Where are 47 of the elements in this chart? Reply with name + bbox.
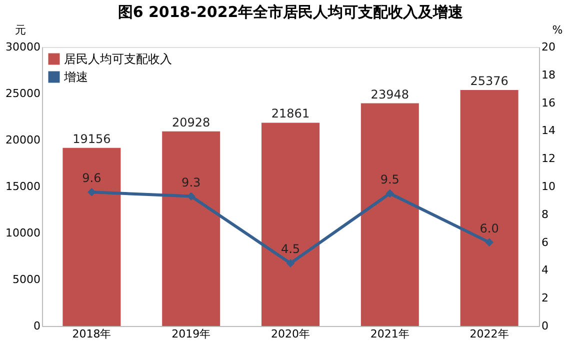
- y2-tick-label: 4: [542, 264, 548, 277]
- data-label: 19156: [72, 132, 111, 146]
- y-tick-label: 5000: [12, 273, 40, 286]
- y2-tick-label: 8: [542, 208, 548, 221]
- x-tick-label: 2021年: [370, 328, 410, 340]
- bar: [262, 122, 320, 326]
- data-label: 9.3: [182, 175, 201, 190]
- data-label: 23948: [370, 87, 409, 102]
- point: [386, 189, 394, 198]
- y2-tick-label: 18: [542, 68, 556, 82]
- point: [286, 259, 295, 268]
- y2-tick-label: 14: [542, 124, 556, 138]
- x-tick-label: 2018年: [72, 328, 112, 340]
- chart-title: 图6 2018-2022年全市居民人均可支配收入及增速: [118, 3, 464, 21]
- bar: [460, 90, 518, 326]
- point: [485, 238, 494, 246]
- data-label: 21861: [271, 106, 310, 121]
- data-label: 9.6: [82, 171, 102, 186]
- y2-tick-label: 16: [542, 96, 556, 110]
- y2-axis-title: %: [552, 24, 563, 36]
- y2-tick-label: 2: [542, 292, 548, 305]
- x-tick-label: 2022年: [470, 328, 509, 340]
- x-tick-label: 2019年: [172, 328, 211, 340]
- y-tick-label: 25000: [6, 87, 40, 100]
- y2-tick-label: 10: [542, 180, 556, 193]
- y-tick-label: 0: [34, 320, 40, 332]
- y2-tick-label: 0: [542, 320, 548, 332]
- x-tick-label: 2020年: [271, 328, 310, 340]
- data-label: 4.5: [280, 242, 300, 256]
- bar: [62, 148, 121, 326]
- y-tick-label: 20000: [6, 134, 40, 146]
- data-label: 20928: [172, 115, 210, 130]
- data-label: 25376: [470, 74, 508, 88]
- point: [88, 188, 96, 196]
- y-tick-label: 10000: [6, 226, 40, 240]
- y2-tick-label: 20: [542, 40, 556, 54]
- data-label: 9.5: [380, 172, 400, 186]
- legend-label: 增速: [63, 70, 88, 84]
- y-tick-label: 30000: [6, 40, 40, 54]
- bar: [360, 103, 419, 326]
- legend-label: 居民人均可支配收入: [64, 52, 172, 66]
- data-label: 6.0: [480, 221, 499, 236]
- y2-tick-label: 6: [542, 236, 548, 249]
- y-tick-label: 15000: [6, 180, 40, 193]
- y2-tick-label: 12: [542, 152, 556, 166]
- y-axis-title: 元: [15, 24, 26, 36]
- bar: [162, 131, 220, 326]
